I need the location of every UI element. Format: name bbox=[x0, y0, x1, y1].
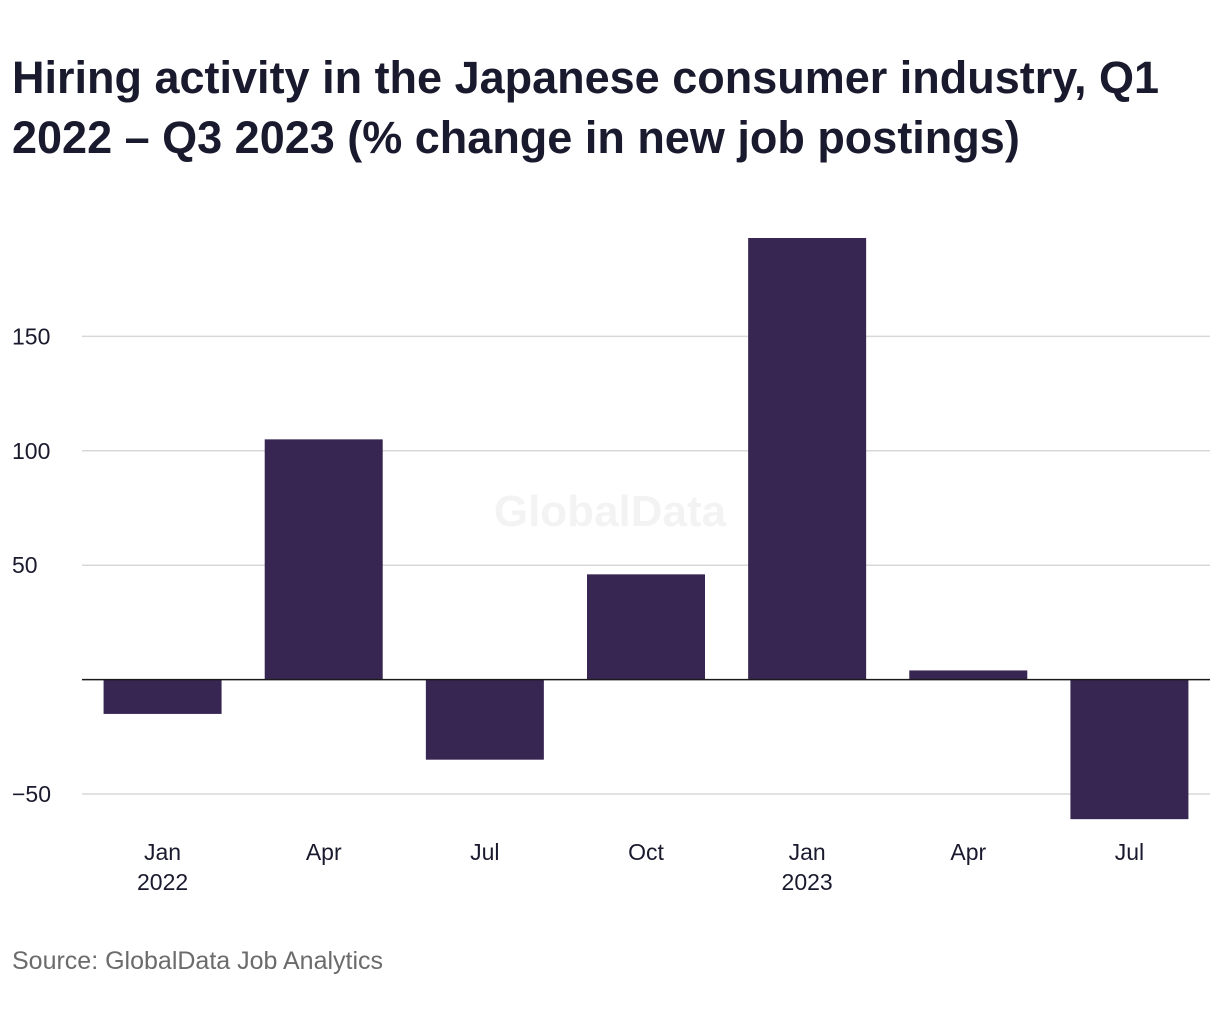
x-tick-label: Apr bbox=[950, 839, 986, 865]
bar bbox=[587, 574, 705, 680]
y-tick-label: 100 bbox=[12, 438, 50, 464]
x-tick-label: Jul bbox=[1115, 839, 1144, 865]
chart-title: Hiring activity in the Japanese consumer… bbox=[12, 52, 1159, 163]
x-tick-label: Jul bbox=[470, 839, 499, 865]
gridlines bbox=[82, 335, 1210, 795]
bar bbox=[264, 439, 383, 680]
y-tick-label: 150 bbox=[12, 323, 50, 349]
bar bbox=[425, 679, 544, 760]
watermark: GlobalData bbox=[494, 487, 727, 536]
bar bbox=[103, 679, 222, 714]
y-tick-label: 50 bbox=[12, 552, 38, 578]
x-axis-tick-labels: Jan 2022 Apr Jul Oct Jan 2023 Apr Jul bbox=[137, 839, 1144, 895]
x-tick-label: Jan bbox=[789, 839, 826, 865]
y-tick-label: −50 bbox=[12, 781, 51, 807]
x-tick-label: Jan bbox=[144, 839, 181, 865]
bar bbox=[748, 238, 867, 680]
x-tick-year-label: 2023 bbox=[782, 869, 833, 895]
x-tick-label: Oct bbox=[628, 839, 664, 865]
x-tick-label: Apr bbox=[306, 839, 342, 865]
source-note: Source: GlobalData Job Analytics bbox=[12, 947, 384, 975]
y-axis-tick-labels: 150 100 50 −50 bbox=[12, 323, 51, 807]
bar bbox=[909, 670, 1028, 680]
bars bbox=[103, 238, 1189, 820]
x-tick-year-label: 2022 bbox=[137, 869, 188, 895]
bar bbox=[1070, 679, 1189, 820]
